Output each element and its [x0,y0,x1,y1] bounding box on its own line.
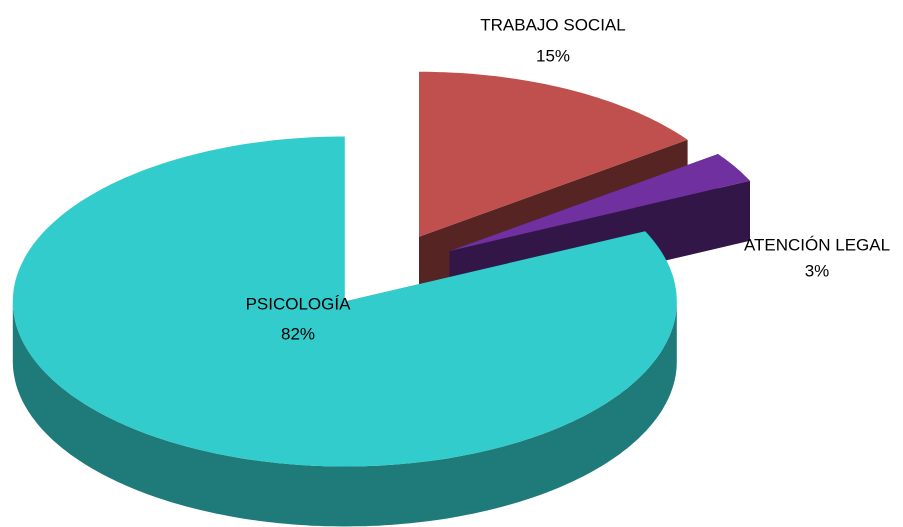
slice [419,71,688,237]
value-label: 3% [805,261,830,280]
category-label: TRABAJO SOCIAL [480,15,625,34]
value-label: 82% [281,324,315,343]
category-label: ATENCIÓN LEGAL [744,235,890,254]
category-label: PSICOLOGÍA [246,294,352,313]
slice [449,154,750,251]
value-label: 15% [536,46,570,65]
slice [12,136,677,467]
slice-wall [12,301,677,527]
